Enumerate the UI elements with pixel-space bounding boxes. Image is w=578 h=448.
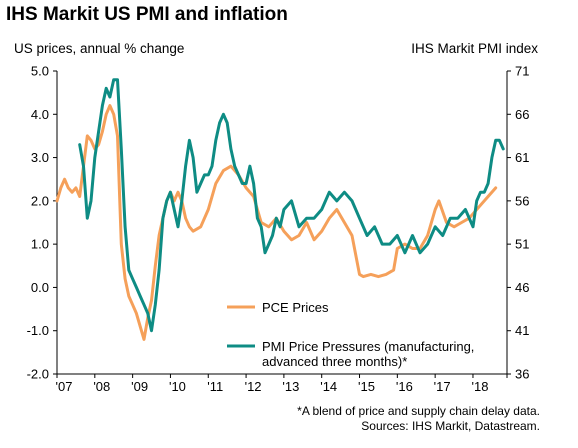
x-tick-label: '08 — [93, 379, 110, 394]
left-tick-label: 0.0 — [31, 280, 49, 295]
left-axis-title: US prices, annual % change — [14, 41, 185, 56]
legend-label-pmi: PMI Price Pressures (manufacturing, advan… — [262, 339, 474, 369]
left-tick-label: 1.0 — [31, 237, 49, 252]
right-tick-label: 61 — [515, 150, 529, 165]
x-tick-label: '13 — [282, 379, 299, 394]
x-tick-label: '07 — [56, 379, 73, 394]
chart-title: IHS Markit US PMI and inflation — [6, 4, 288, 25]
footnote: *A blend of price and supply chain delay… — [297, 404, 540, 418]
left-tick-label: 3.0 — [31, 150, 49, 165]
right-tick-label: 51 — [515, 237, 529, 252]
left-tick-label: -1.0 — [27, 323, 49, 338]
right-tick-label: 41 — [515, 323, 529, 338]
x-tick-label: '11 — [207, 379, 223, 394]
x-tick-label: '14 — [320, 379, 337, 394]
x-tick-label: '12 — [245, 379, 262, 394]
right-tick-label: 46 — [515, 280, 529, 295]
pmi-price-pressures-line — [78, 78, 505, 333]
x-tick-label: '09 — [131, 379, 148, 394]
left-tick-label: 4.0 — [31, 107, 49, 122]
right-tick-label: 56 — [515, 193, 529, 208]
right-tick-label: 66 — [515, 107, 529, 122]
right-axis-title: IHS Markit PMI index — [411, 41, 538, 56]
right-tick-label: 71 — [515, 64, 529, 79]
left-tick-label: 5.0 — [31, 64, 49, 79]
x-tick-label: '17 — [434, 379, 451, 394]
x-tick-label: '18 — [471, 379, 488, 394]
left-tick-label: -2.0 — [27, 367, 49, 382]
right-tick-label: 36 — [515, 367, 529, 382]
x-tick-label: '10 — [169, 379, 186, 394]
legend-label-pce: PCE Prices — [262, 300, 329, 315]
x-tick-label: '16 — [396, 379, 413, 394]
x-tick-label: '15 — [358, 379, 375, 394]
left-tick-label: 2.0 — [31, 193, 49, 208]
pce-prices-line — [55, 104, 498, 341]
sources-note: Sources: IHS Markit, Datastream. — [361, 419, 540, 433]
